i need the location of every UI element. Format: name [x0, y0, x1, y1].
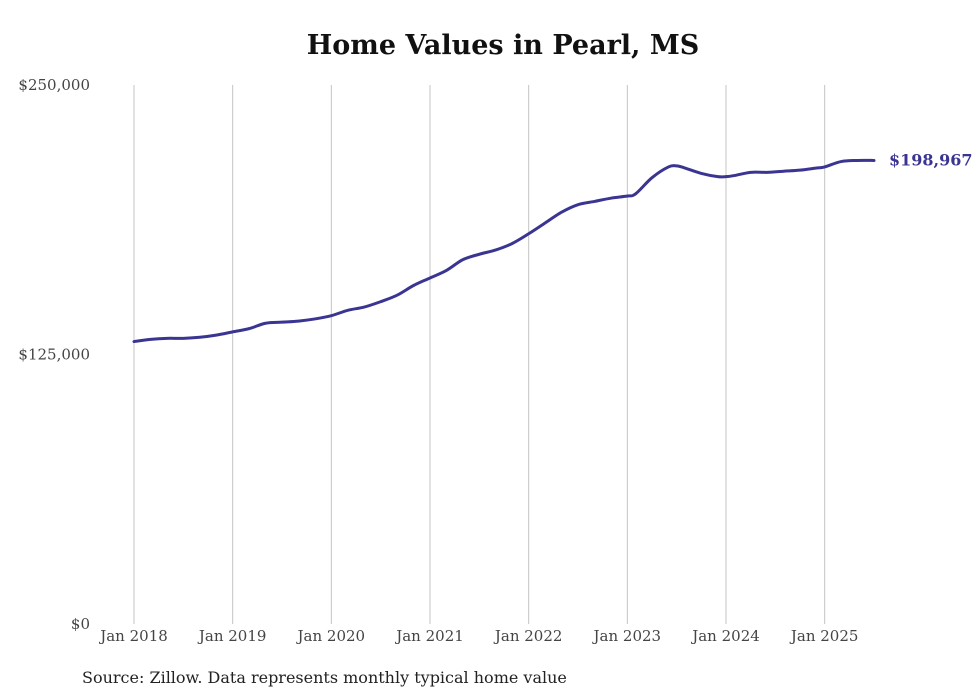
end-value-label: $198,967: [889, 150, 973, 169]
y-tick-label: $250,000: [18, 76, 90, 94]
x-tick-label: Jan 2022: [493, 627, 563, 645]
x-axis-ticks: Jan 2018 Jan 2019 Jan 2020 Jan 2021 Jan 2022…: [98, 627, 858, 645]
x-tick-label: Jan 2024: [690, 627, 760, 645]
x-tick-label: Jan 2020: [296, 627, 366, 645]
x-tick-label: Jan 2021: [394, 627, 464, 645]
x-tick-label: Jan 2023: [592, 627, 662, 645]
x-tick-label: Jan 2018: [98, 627, 168, 645]
source-note: Source: Zillow. Data represents monthly …: [82, 668, 567, 687]
x-tick-label: Jan 2019: [197, 627, 267, 645]
series-line: [132, 158, 876, 344]
x-tick-label: Jan 2025: [789, 627, 859, 645]
y-tick-label: $125,000: [18, 346, 90, 364]
y-tick-label: $0: [71, 615, 90, 633]
y-axis-ticks: $0 $125,000 $250,000: [18, 76, 90, 633]
series-layer: $198,967: [132, 150, 973, 344]
gridlines: [133, 85, 826, 624]
chart-title: Home Values in Pearl, MS: [306, 30, 700, 61]
